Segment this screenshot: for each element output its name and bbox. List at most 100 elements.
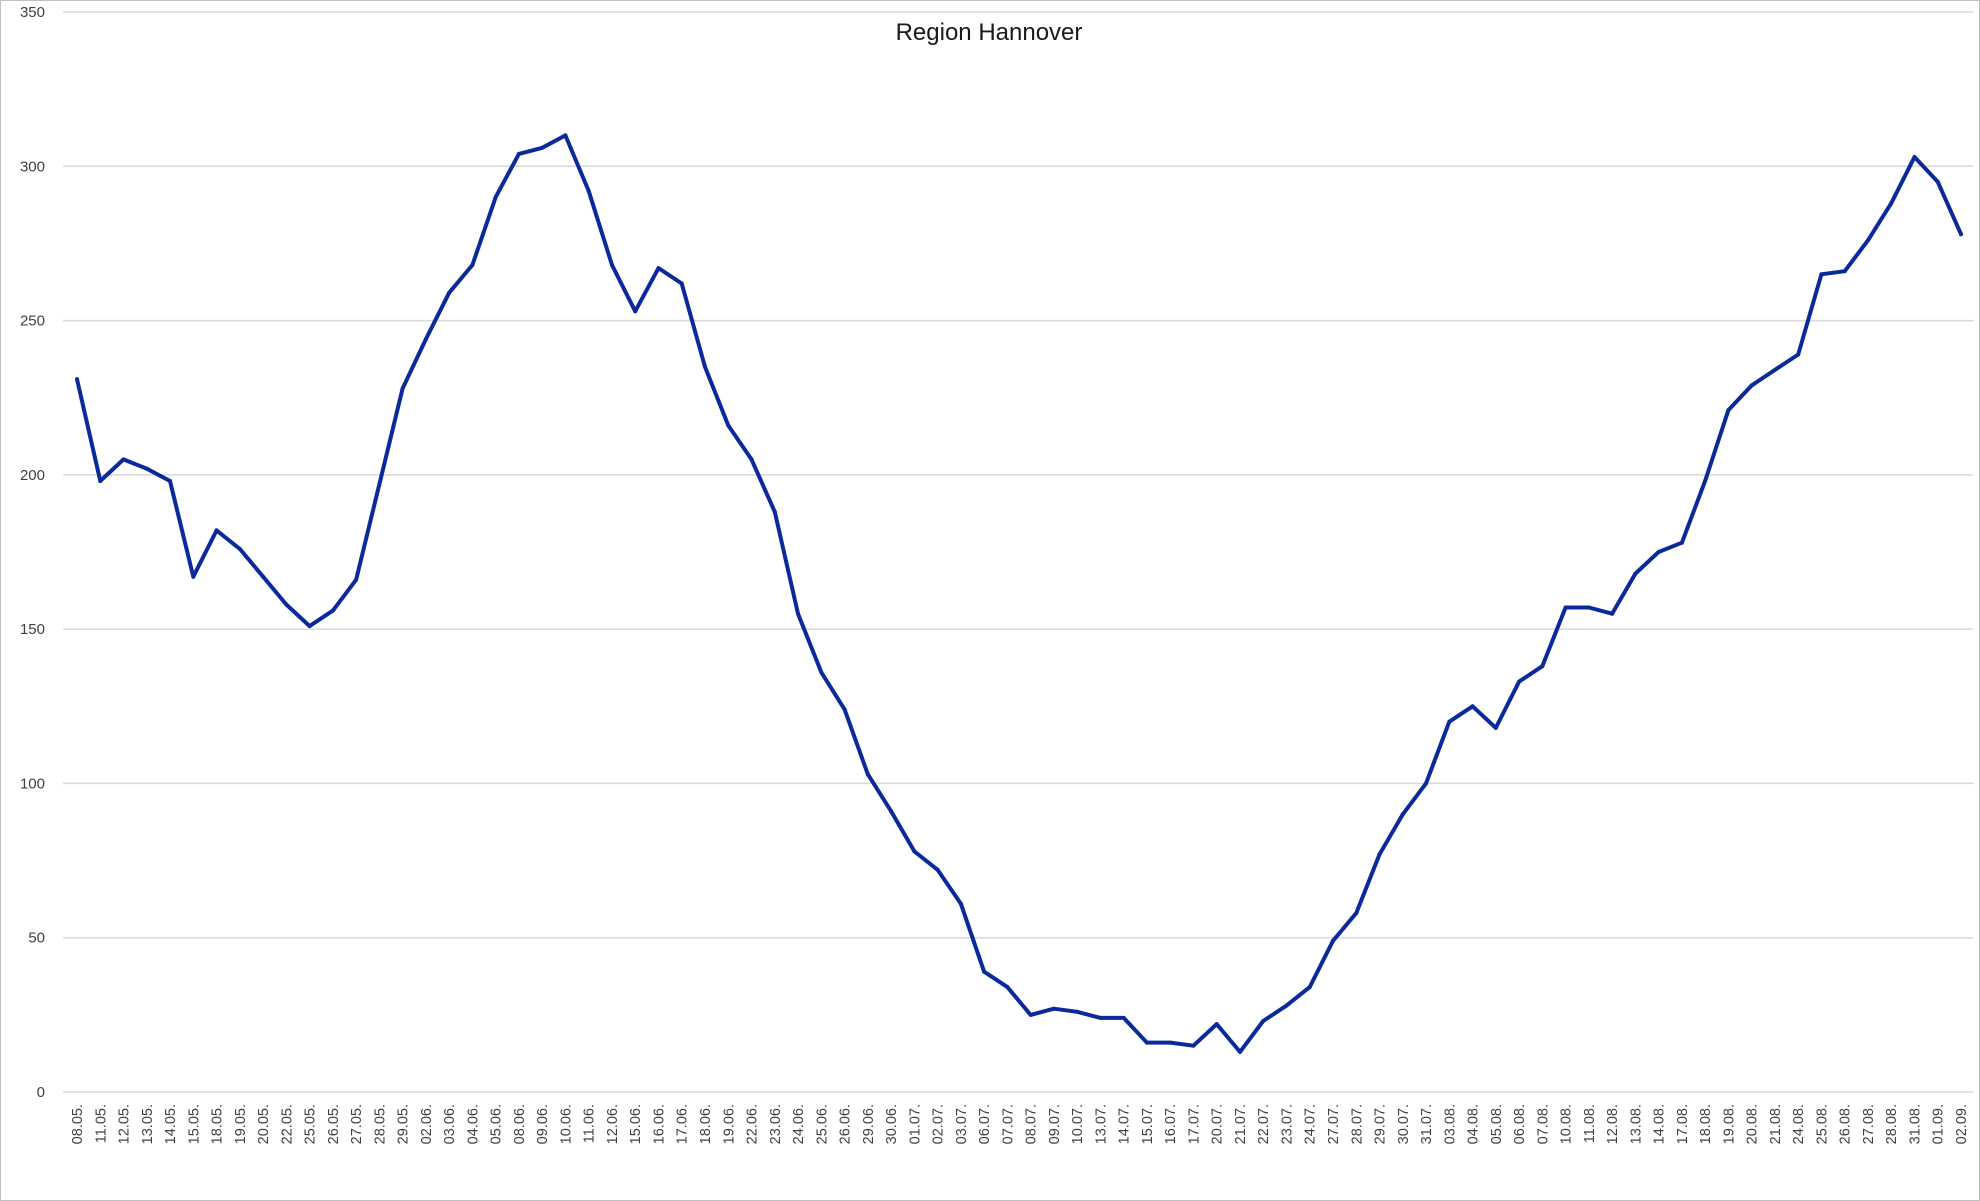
x-tick-label: 18.05. (210, 1104, 226, 1144)
data-point (493, 195, 498, 200)
data-point (1796, 352, 1801, 357)
x-tick-label: 24.06. (791, 1104, 807, 1144)
data-point (423, 337, 428, 342)
data-point (1889, 201, 1894, 206)
x-tick-label: 20.08. (1745, 1104, 1761, 1144)
data-point (796, 611, 800, 616)
data-point (144, 466, 149, 471)
x-tick-label: 31.07. (1419, 1104, 1435, 1144)
x-tick-label: 03.06. (442, 1104, 458, 1144)
data-point (98, 479, 103, 483)
data-point (772, 509, 777, 514)
data-point (1261, 1019, 1266, 1023)
data-point (935, 867, 940, 872)
x-tick-label: 18.08. (1698, 1104, 1714, 1144)
data-point (842, 707, 847, 712)
data-point (121, 457, 126, 462)
data-point (1331, 938, 1335, 943)
x-tick-label: 10.08. (1559, 1104, 1575, 1144)
x-tick-label: 15.07. (1140, 1104, 1156, 1144)
x-tick-label: 23.06. (768, 1104, 784, 1144)
data-point (1191, 1043, 1196, 1048)
x-tick-label: 11.05. (93, 1104, 109, 1143)
data-point (1679, 540, 1684, 545)
x-tick-label: 19.06. (721, 1104, 737, 1144)
data-point (1703, 479, 1708, 483)
data-point (1005, 985, 1010, 990)
x-tick-label: 24.08. (1791, 1104, 1807, 1144)
y-axis-tick-labels: 0 50 100 150 200 250 300 350 (20, 4, 45, 1101)
data-point (1772, 367, 1777, 372)
data-point (1144, 1040, 1149, 1045)
data-point (703, 364, 707, 369)
data-point (1028, 1012, 1033, 1017)
x-tick-label: 25.06. (814, 1104, 830, 1144)
x-tick-label: 12.06. (605, 1104, 621, 1144)
series-layer (75, 133, 1963, 1054)
data-point (633, 309, 638, 314)
y-tick-label: 350 (20, 4, 45, 21)
y-tick-label: 0 (37, 1084, 45, 1101)
x-tick-label: 17.08. (1675, 1104, 1691, 1144)
data-point (1307, 985, 1312, 990)
data-point (191, 574, 196, 579)
y-tick-label: 200 (20, 467, 45, 484)
data-point (563, 133, 568, 138)
data-point (1470, 704, 1475, 709)
x-tick-label: 27.08. (1861, 1104, 1877, 1144)
x-tick-label: 31.08. (1907, 1104, 1923, 1144)
x-tick-label: 15.05. (186, 1104, 202, 1144)
data-point (1447, 719, 1452, 724)
data-point (1075, 1009, 1080, 1014)
x-tick-label: 22.07. (1256, 1104, 1272, 1144)
data-point (749, 457, 754, 462)
data-point (1633, 571, 1638, 576)
x-tick-label: 29.06. (861, 1104, 877, 1144)
data-point (168, 479, 172, 483)
data-point (307, 624, 312, 629)
x-tick-label: 27.07. (1326, 1104, 1342, 1144)
data-point (1517, 679, 1522, 684)
x-tick-label: 02.06. (419, 1104, 435, 1144)
data-point (982, 969, 987, 974)
x-tick-label: 27.05. (349, 1104, 365, 1144)
x-tick-label: 12.05. (117, 1104, 133, 1144)
data-point (1238, 1049, 1242, 1054)
data-point (1424, 781, 1428, 786)
x-tick-label: 26.05. (326, 1104, 342, 1144)
data-point (1493, 725, 1498, 730)
data-point (540, 145, 545, 150)
x-tick-label: 11.06. (582, 1104, 598, 1143)
data-point (470, 263, 475, 267)
data-point (1284, 1003, 1289, 1008)
data-point (237, 546, 242, 551)
data-point (1214, 1022, 1219, 1027)
data-point (1912, 155, 1917, 159)
x-tick-label: 07.07. (1000, 1104, 1016, 1144)
data-point (912, 849, 917, 854)
x-tick-label: 04.08. (1466, 1104, 1482, 1144)
x-tick-label: 25.08. (1814, 1104, 1830, 1144)
data-point (75, 377, 79, 382)
x-tick-label: 15.06. (628, 1104, 644, 1144)
x-tick-label: 09.06. (535, 1104, 551, 1144)
x-tick-label: 14.07. (1117, 1104, 1133, 1144)
data-point (1121, 1015, 1126, 1020)
data-point (330, 608, 335, 613)
x-tick-label: 28.07. (1349, 1104, 1365, 1144)
x-tick-label: 22.05. (279, 1104, 295, 1144)
data-point (1610, 611, 1615, 616)
x-tick-label: 16.07. (1163, 1104, 1179, 1144)
chart-title: Region Hannover (896, 19, 1083, 46)
data-point (377, 482, 382, 487)
x-tick-label: 17.07. (1186, 1104, 1202, 1144)
x-tick-label: 13.07. (1093, 1104, 1109, 1144)
y-tick-label: 300 (20, 158, 45, 175)
x-tick-label: 23.07. (1279, 1104, 1295, 1144)
x-tick-label: 19.08. (1721, 1104, 1737, 1144)
x-tick-label: 09.07. (1047, 1104, 1063, 1144)
data-point (1354, 911, 1359, 915)
x-tick-label: 20.07. (1210, 1104, 1226, 1144)
data-point (400, 386, 405, 391)
data-point (1866, 238, 1870, 243)
